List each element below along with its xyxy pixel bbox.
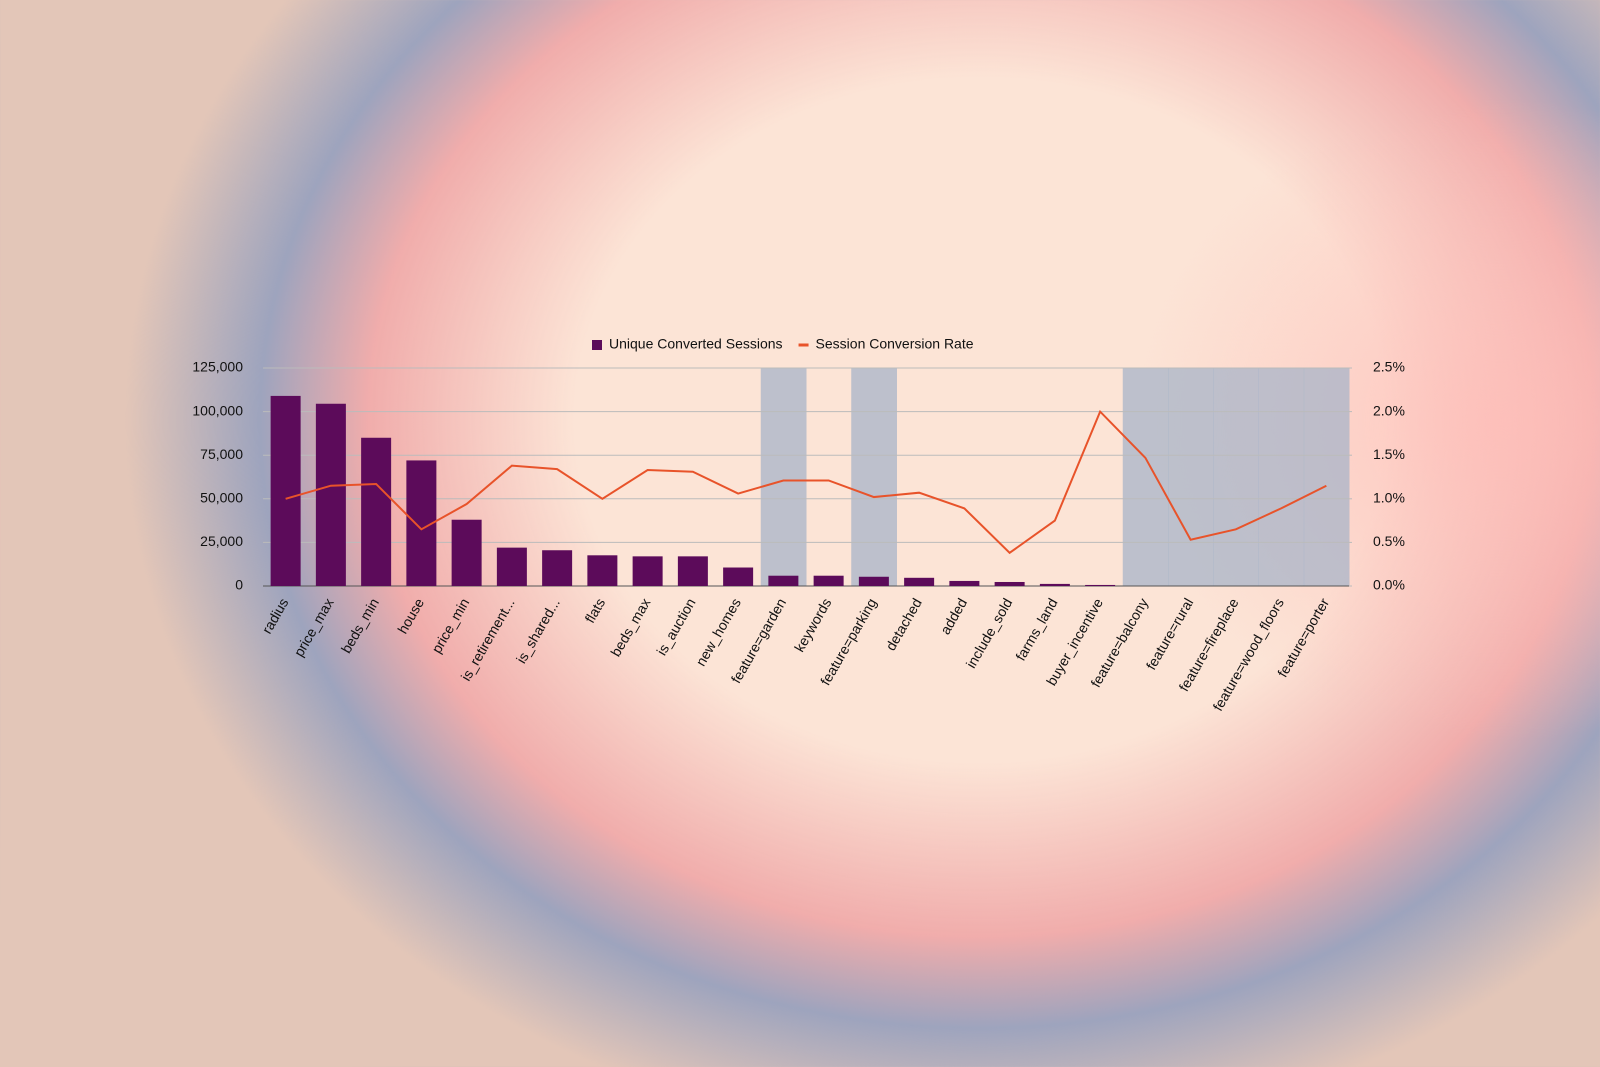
highlight-band <box>1303 368 1350 586</box>
bar <box>904 577 935 586</box>
highlight-band <box>760 368 807 586</box>
x-tick-label: detached <box>882 595 925 653</box>
bar <box>677 556 708 586</box>
bar <box>723 567 754 586</box>
legend-swatch <box>592 340 602 350</box>
highlight-band <box>1122 368 1169 586</box>
bar <box>496 547 527 586</box>
y-tick-label: 25,000 <box>200 533 243 549</box>
bar <box>587 555 618 586</box>
bar <box>451 519 482 586</box>
x-tick-label: price_max <box>291 595 337 659</box>
y2-tick-label: 0.5% <box>1373 533 1405 549</box>
bar <box>361 437 392 586</box>
y-tick-label: 100,000 <box>192 402 243 418</box>
bar <box>949 580 980 586</box>
x-tick-label: added <box>937 595 970 637</box>
x-tick-label: radius <box>259 595 292 636</box>
legend-label: Unique Converted Sessions <box>609 336 783 352</box>
highlight-band <box>1168 368 1214 586</box>
x-tick-label: beds_max <box>607 595 653 659</box>
x-tick-label: beds_min <box>338 595 382 656</box>
highlight-band <box>1213 368 1259 586</box>
bar <box>1085 584 1116 586</box>
y2-tick-label: 1.0% <box>1373 490 1405 506</box>
x-tick-label: feature=rural <box>1143 595 1197 672</box>
x-tick-label: is_auction <box>653 595 698 658</box>
line <box>285 409 1327 555</box>
bar <box>768 575 799 586</box>
highlight-band <box>1258 368 1305 586</box>
x-tick-label: keywords <box>791 595 834 654</box>
x-tick-label: include_sold <box>963 595 1016 670</box>
x-tick-label: price_min <box>428 595 472 656</box>
bar <box>632 556 663 586</box>
y-tick-label: 75,000 <box>200 446 243 462</box>
y2-tick-label: 0.0% <box>1373 577 1405 593</box>
bar <box>1039 583 1070 586</box>
y-tick-label: 0 <box>235 577 243 593</box>
legend: Unique Converted Sessions Session Convers… <box>592 336 974 352</box>
bar <box>813 575 844 586</box>
y-tick-label: 50,000 <box>200 490 243 506</box>
bar <box>542 550 573 586</box>
y2-tick-label: 2.0% <box>1373 402 1405 418</box>
x-tick-label: new_homes <box>692 595 744 668</box>
x-tick-label: flats <box>581 595 608 625</box>
x-tick-label: house <box>394 595 427 636</box>
bar <box>858 576 889 586</box>
legend-label: Session Conversion Rate <box>816 336 974 352</box>
bar <box>994 581 1025 586</box>
bar <box>270 395 301 586</box>
highlight-band <box>851 368 897 586</box>
x-tick-label: is_shared... <box>513 595 563 666</box>
y2-tick-label: 2.5% <box>1373 359 1405 375</box>
y-tick-label: 125,000 <box>192 359 243 375</box>
bar <box>315 403 346 586</box>
x-tick-label: farms_land <box>1012 595 1060 663</box>
y2-tick-label: 1.5% <box>1373 446 1405 462</box>
